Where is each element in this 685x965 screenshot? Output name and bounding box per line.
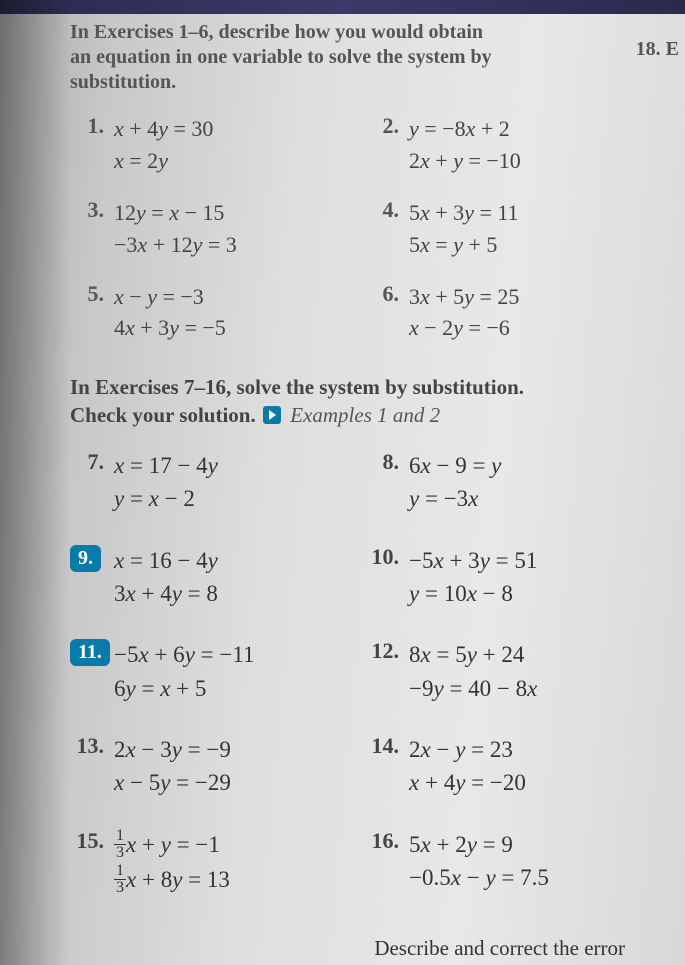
play-icon xyxy=(263,406,281,424)
problem-equations: x = 17 − 4yy = x − 2 xyxy=(114,449,218,516)
intro-line: substitution. xyxy=(70,70,660,95)
equation: x − y = −3 xyxy=(114,281,226,313)
page-content: In Exercises 1–6, describe how you would… xyxy=(60,0,680,965)
equation: −5x + 3y = 51 xyxy=(409,544,537,577)
problem-number: 13. xyxy=(70,733,114,759)
problem-number: 7. xyxy=(70,449,114,475)
problem-equations: 12y = x − 15−3x + 12y = 3 xyxy=(114,197,237,261)
problem-number: 15. xyxy=(70,828,114,854)
problem: 11.−5x + 6y = −116y = x + 5 xyxy=(70,638,365,705)
problem-number: 8. xyxy=(365,449,409,475)
intro2-line1: In Exercises 7–16, solve the system by s… xyxy=(70,375,524,399)
problem: 9.x = 16 − 4y3x + 4y = 8 xyxy=(70,544,365,611)
problem-number: 14. xyxy=(365,733,409,759)
equation: x = 17 − 4y xyxy=(114,449,218,482)
intro2-line2: Check your solution. xyxy=(70,403,256,427)
equation: y = −8x + 2 xyxy=(409,113,521,145)
problem: 2.y = −8x + 22x + y = −10 xyxy=(365,113,660,177)
equation: 13x + y = −1 xyxy=(114,828,230,863)
examples-link: Examples 1 and 2 xyxy=(290,403,440,427)
problem-number: 12. xyxy=(365,638,409,664)
equation: 13x + 8y = 13 xyxy=(114,863,230,898)
problem: 5.x − y = −34x + 3y = −5 xyxy=(70,281,365,345)
section1-instructions: In Exercises 1–6, describe how you would… xyxy=(70,20,660,95)
problem-number: 1. xyxy=(70,113,114,139)
equation: y = 10x − 8 xyxy=(409,577,537,610)
problem-number: 16. xyxy=(365,828,409,854)
equation: 12y = x − 15 xyxy=(114,197,237,229)
intro-line: an equation in one variable to solve the… xyxy=(70,45,660,70)
intro-line: In Exercises 1–6, describe how you would… xyxy=(70,20,660,45)
equation: 5x + 2y = 9 xyxy=(409,828,549,861)
equation: 3x + 5y = 25 xyxy=(409,281,519,313)
problem-equations: x − y = −34x + 3y = −5 xyxy=(114,281,226,345)
problems-7-16: 7.x = 17 − 4yy = x − 28.6x − 9 = yy = −3… xyxy=(70,449,660,926)
problem-number-highlighted: 9. xyxy=(70,544,114,572)
problem-number: 10. xyxy=(365,544,409,570)
equation: 3x + 4y = 8 xyxy=(114,577,218,610)
equation: y = −3x xyxy=(409,482,501,515)
equation: x = 16 − 4y xyxy=(114,544,218,577)
problem-equations: 5x + 2y = 9−0.5x − y = 7.5 xyxy=(409,828,549,895)
equation: 5x = y + 5 xyxy=(409,229,519,261)
equation: 2x + y = −10 xyxy=(409,145,521,177)
equation: 6x − 9 = y xyxy=(409,449,501,482)
equation: 6y = x + 5 xyxy=(114,672,255,705)
problem-equations: x = 16 − 4y3x + 4y = 8 xyxy=(114,544,218,611)
problem: 13.2x − 3y = −9x − 5y = −29 xyxy=(70,733,365,800)
problem: 10.−5x + 3y = 51y = 10x − 8 xyxy=(365,544,660,611)
section2-instructions: In Exercises 7–16, solve the system by s… xyxy=(70,374,660,429)
equation: −9y = 40 − 8x xyxy=(409,672,537,705)
problem: 12.8x = 5y + 24−9y = 40 − 8x xyxy=(365,638,660,705)
equation: −0.5x − y = 7.5 xyxy=(409,861,549,894)
equation: y = x − 2 xyxy=(114,482,218,515)
problem-equations: 8x = 5y + 24−9y = 40 − 8x xyxy=(409,638,537,705)
problem-equations: −5x + 6y = −116y = x + 5 xyxy=(114,638,255,705)
equation: x + 4y = 30 xyxy=(114,113,213,145)
equation: −5x + 6y = −11 xyxy=(114,638,255,671)
problem: 15.13x + y = −113x + 8y = 13 xyxy=(70,828,365,898)
equation: 2x − y = 23 xyxy=(409,733,526,766)
equation: x + 4y = −20 xyxy=(409,766,526,799)
problem: 6.3x + 5y = 25x − 2y = −6 xyxy=(365,281,660,345)
problem-number: 2. xyxy=(365,113,409,139)
problem-number: 5. xyxy=(70,281,114,307)
equation: −3x + 12y = 3 xyxy=(114,229,237,261)
problem-equations: 2x − y = 23x + 4y = −20 xyxy=(409,733,526,800)
problem-equations: −5x + 3y = 51y = 10x − 8 xyxy=(409,544,537,611)
bottom-partial-text: Describe and correct the error xyxy=(374,936,625,961)
problem-equations: y = −8x + 22x + y = −10 xyxy=(409,113,521,177)
problem-number: 4. xyxy=(365,197,409,223)
equation: 8x = 5y + 24 xyxy=(409,638,537,671)
equation: 2x − 3y = −9 xyxy=(114,733,231,766)
problem-equations: 3x + 5y = 25x − 2y = −6 xyxy=(409,281,519,345)
problem-equations: x + 4y = 30x = 2y xyxy=(114,113,213,177)
problem-equations: 2x − 3y = −9x − 5y = −29 xyxy=(114,733,231,800)
problem: 14.2x − y = 23x + 4y = −20 xyxy=(365,733,660,800)
problem: 7.x = 17 − 4yy = x − 2 xyxy=(70,449,365,516)
equation: x − 2y = −6 xyxy=(409,312,519,344)
problem: 8.6x − 9 = yy = −3x xyxy=(365,449,660,516)
problems-1-6: 1.x + 4y = 30x = 2y2.y = −8x + 22x + y =… xyxy=(70,113,660,364)
equation: 5x + 3y = 11 xyxy=(409,197,519,229)
problem: 1.x + 4y = 30x = 2y xyxy=(70,113,365,177)
problem-equations: 13x + y = −113x + 8y = 13 xyxy=(114,828,230,898)
equation: x = 2y xyxy=(114,145,213,177)
problem-equations: 5x + 3y = 115x = y + 5 xyxy=(409,197,519,261)
problem-equations: 6x − 9 = yy = −3x xyxy=(409,449,501,516)
equation: 4x + 3y = −5 xyxy=(114,312,226,344)
problem: 16.5x + 2y = 9−0.5x − y = 7.5 xyxy=(365,828,660,898)
problem-number: 6. xyxy=(365,281,409,307)
problem-number-highlighted: 11. xyxy=(70,638,114,666)
problem-number: 3. xyxy=(70,197,114,223)
equation: x − 5y = −29 xyxy=(114,766,231,799)
problem: 3.12y = x − 15−3x + 12y = 3 xyxy=(70,197,365,261)
problem: 4.5x + 3y = 115x = y + 5 xyxy=(365,197,660,261)
